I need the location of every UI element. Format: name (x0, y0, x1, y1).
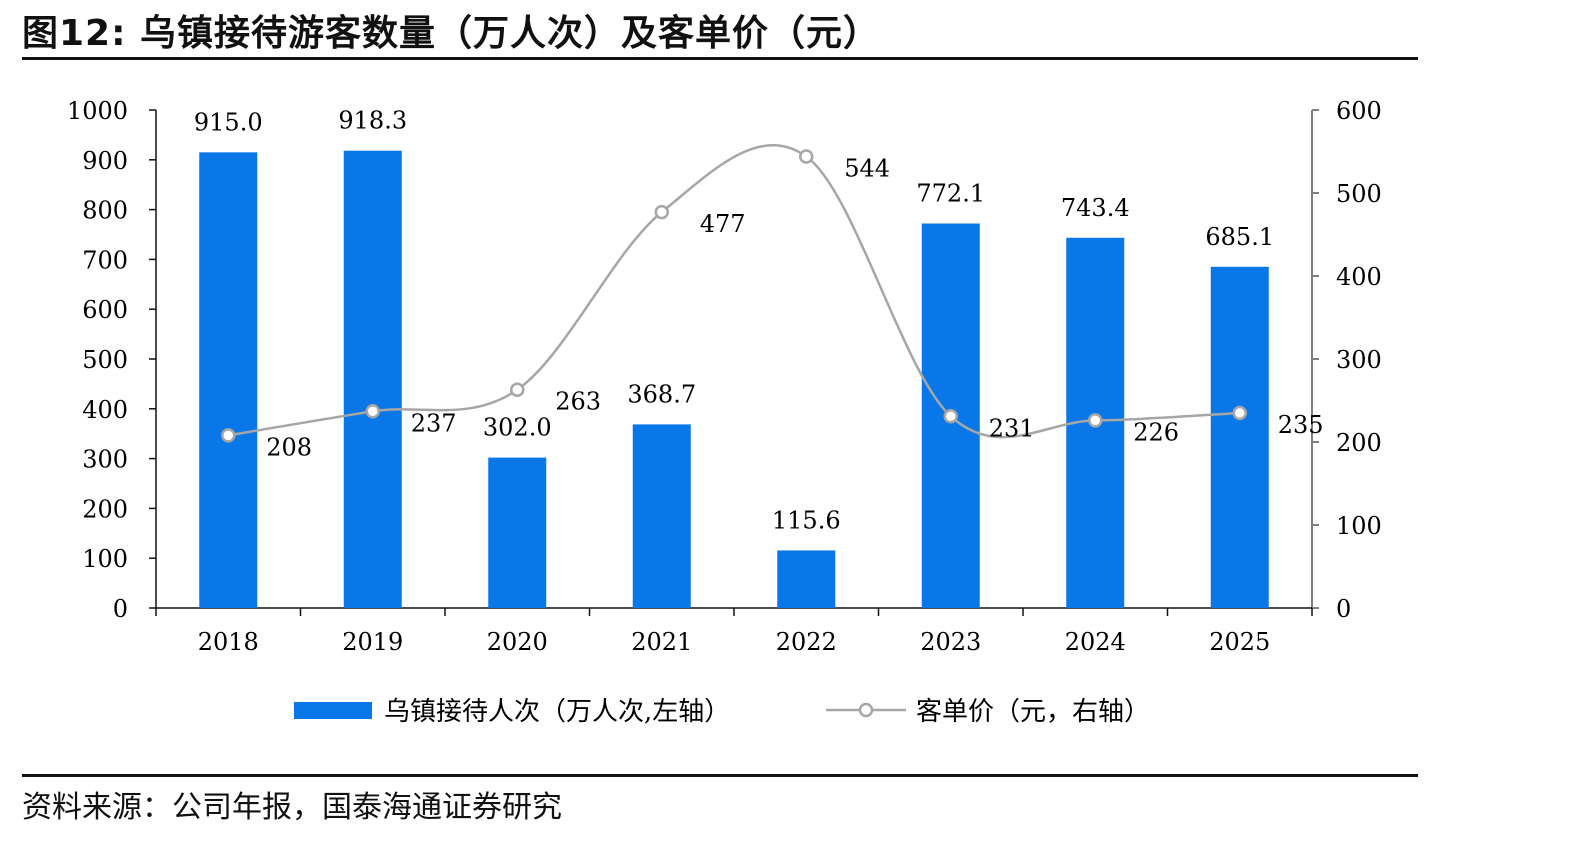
y-right-tick-label: 600 (1336, 97, 1382, 125)
y-left-tick-label: 900 (82, 147, 128, 175)
price-value-label: 235 (1278, 411, 1324, 439)
legend-bar-swatch (294, 702, 372, 719)
axes: 0 100 200 300 400 500 600 700 800 900 1000 0 100 200 3… (67, 97, 1382, 656)
price-marker (510, 382, 525, 397)
x-tick-label: 2020 (487, 628, 548, 656)
y-left-tick-label: 100 (82, 545, 128, 573)
y-right-tick-label: 300 (1336, 346, 1382, 374)
y-right-tick-label: 100 (1336, 512, 1382, 540)
y-left-tick-label: 300 (82, 446, 128, 474)
bar-value-label: 915.0 (194, 108, 263, 136)
bar-value-label: 685.1 (1205, 223, 1274, 251)
price-value-label: 226 (1133, 418, 1179, 446)
price-marker (221, 428, 236, 443)
price-value-label: 208 (266, 433, 312, 461)
bar-value-label: 743.4 (1061, 194, 1130, 222)
price-value-label: 263 (555, 388, 601, 416)
price-marker (799, 149, 814, 164)
y-left-tick-label: 200 (82, 495, 128, 523)
x-tick-label: 2023 (920, 628, 981, 656)
y-left-tick-label: 800 (82, 197, 128, 225)
x-tick-label: 2025 (1209, 628, 1270, 656)
x-tick-label: 2024 (1065, 628, 1126, 656)
price-value-label: 231 (989, 414, 1035, 442)
chart: 0 100 200 300 400 500 600 700 800 900 1000 0 100 200 3… (67, 97, 1382, 727)
figure-title: 图12: 乌镇接待游客数量（万人次）及客单价（元） (22, 13, 881, 54)
bar (343, 150, 402, 609)
legend: 乌镇接待人次（万人次,左轴） 客单价（元，右轴） (294, 697, 1150, 727)
y-left-tick-label: 600 (82, 296, 128, 324)
bar (488, 457, 547, 608)
y-left-tick-label: 400 (82, 396, 128, 424)
price-value-label: 237 (411, 409, 457, 437)
line-series: 208 237 263 477 544 231 226 235 (221, 144, 1324, 461)
price-value-label: 544 (844, 154, 890, 182)
bar (777, 550, 836, 608)
bar-value-label: 918.3 (338, 107, 407, 135)
y-right-tick-label: 500 (1336, 180, 1382, 208)
x-tick-label: 2019 (342, 628, 403, 656)
y-right-tick-label: 400 (1336, 263, 1382, 291)
price-marker (943, 409, 958, 424)
y-left-tick-label: 1000 (67, 97, 128, 125)
legend-line-label: 客单价（元，右轴） (916, 697, 1150, 727)
y-left-tick-label: 0 (113, 595, 128, 623)
price-marker (1088, 413, 1103, 428)
y-right-tick-label: 200 (1336, 429, 1382, 457)
bar-series (199, 150, 1269, 609)
title-rule (22, 57, 1418, 60)
price-line (228, 144, 1240, 439)
bar-value-label: 772.1 (916, 179, 985, 207)
price-marker (654, 204, 669, 220)
bar-labels: 915.0 918.3 302.0 368.7 115.6 772.1 743.4 685.1 (194, 107, 1274, 535)
y-left-tick-label: 500 (82, 346, 128, 374)
bar (632, 424, 691, 608)
y-left-tick-label: 700 (82, 246, 128, 274)
bar-value-label: 368.7 (627, 380, 696, 408)
legend-line-marker (858, 702, 874, 718)
bar-value-label: 115.6 (772, 506, 841, 534)
x-tick-label: 2022 (776, 628, 837, 656)
price-marker (1232, 405, 1247, 421)
price-value-label: 477 (700, 210, 746, 238)
source-note: 资料来源：公司年报，国泰海通证券研究 (22, 790, 562, 825)
bar-value-label: 302.0 (483, 414, 552, 442)
x-tick-label: 2018 (198, 628, 259, 656)
bar (1210, 266, 1269, 608)
price-marker (365, 404, 380, 419)
y-right-tick-label: 0 (1336, 595, 1351, 623)
x-tick-label: 2021 (631, 628, 692, 656)
source-rule (22, 774, 1418, 777)
legend-bar-label: 乌镇接待人次（万人次,左轴） (384, 697, 730, 727)
bar (199, 152, 258, 608)
